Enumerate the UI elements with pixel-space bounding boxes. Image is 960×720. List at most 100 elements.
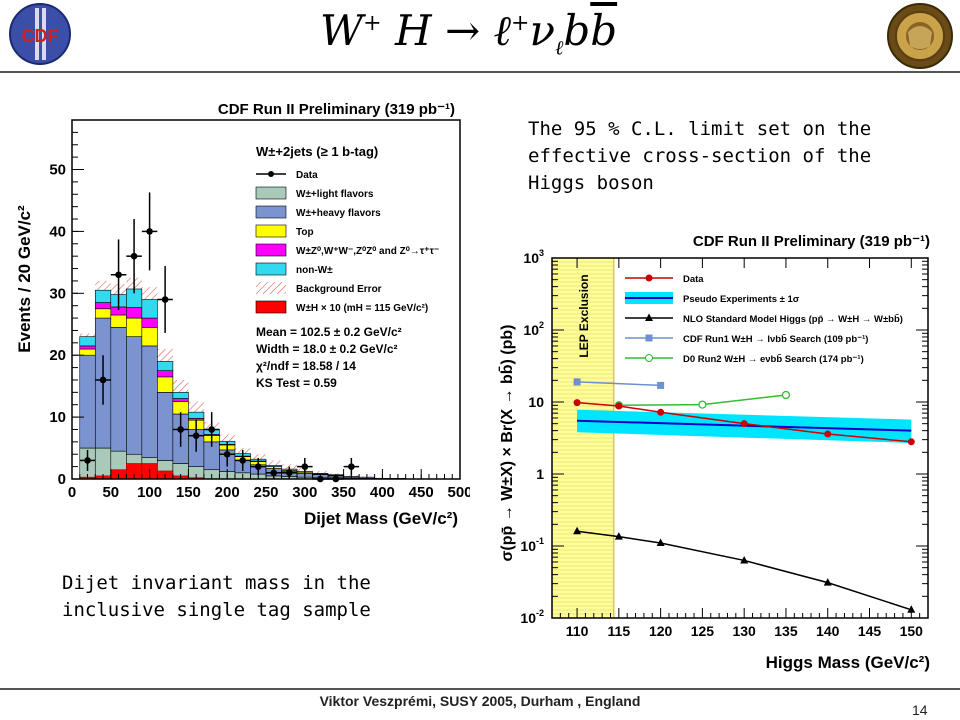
y-tick-exp: -1	[536, 536, 544, 546]
data-limit-marker	[573, 399, 581, 407]
limit-y-label: σ(pp̄ → W±X) × Br(X → bb̄) (pb)	[497, 324, 516, 561]
stat-line: χ²/ndf = 18.58 / 14	[256, 359, 356, 373]
legend-label-light: W±+light flavors	[296, 189, 374, 200]
diboson-bin	[157, 370, 174, 378]
data-point	[254, 463, 262, 470]
page-number: 14	[912, 702, 928, 718]
x-tick-label: 0	[68, 484, 76, 501]
x-tick-label: 110	[566, 623, 589, 639]
diboson-bin	[141, 317, 158, 328]
legend-swatch-heavy	[255, 205, 287, 219]
svg-text:CDF: CDF	[22, 26, 59, 46]
nonw-bin	[188, 411, 205, 419]
histogram-axes: 0 50 100 150 200 250 300 350 400 450 500 0 10 20 30 40 5…	[49, 119, 470, 501]
legend-swatch-light	[255, 186, 287, 200]
legend-marker-sm	[645, 313, 653, 321]
nonw-bin	[94, 289, 112, 303]
cross-section-limit-plot: LEP Exclusion 110 115 120 125 130 135 140 145 15…	[497, 233, 930, 672]
top-bin	[126, 317, 143, 337]
top-bin	[110, 314, 127, 328]
data-point	[177, 426, 184, 433]
y-tick-label: 0	[58, 471, 66, 488]
legend-data-marker	[268, 171, 274, 177]
lep-exclusion-region: LEP Exclusion	[551, 257, 615, 619]
legend-header: W±+2jets (≥ 1 b-tag)	[256, 144, 378, 159]
y-tick-exp: 2	[539, 320, 544, 330]
x-tick-label: 100	[137, 484, 162, 501]
diboson-bin	[94, 302, 112, 310]
histogram-y-label: Events / 20 GeV/c²	[15, 205, 34, 353]
legend-label-signal: W±H × 10 (mH = 115 GeV/c²)	[296, 303, 428, 314]
x-tick-label: 300	[292, 484, 317, 501]
legend-label-data: Data	[296, 170, 318, 181]
x-tick-label: 50	[102, 484, 119, 501]
x-tick-label: 200	[215, 484, 240, 501]
stat-line: Mean = 102.5 ± 0.2 GeV/c²	[256, 325, 402, 339]
histogram-legend: W±+2jets (≥ 1 b-tag) Data W±+light flavors…	[255, 144, 439, 314]
y-tick-label: 103	[523, 248, 544, 266]
lep-label: LEP Exclusion	[577, 274, 591, 357]
y-tick-label: 102	[523, 320, 544, 338]
run1-line	[577, 381, 661, 387]
data-point	[223, 450, 231, 458]
legend-marker-d0	[645, 354, 653, 362]
nonw-bin	[312, 473, 329, 475]
histogram-x-label: Dijet Mass (GeV/c²)	[304, 509, 458, 528]
heavy-bin	[126, 336, 143, 455]
data-point	[99, 376, 107, 384]
top-bin	[79, 348, 96, 356]
heavy-bin	[141, 345, 158, 458]
top-bin	[94, 308, 112, 319]
limit-legend: Data Pseudo Experiments ± 1σ NLO Standard …	[625, 274, 903, 365]
x-tick-label: 250	[253, 484, 278, 501]
legend-label-d0: D0 Run2 W±H → eνbb̄ Search (174 pb⁻¹)	[683, 354, 864, 365]
run1-marker	[657, 381, 665, 389]
x-tick-label: 120	[649, 623, 673, 639]
data-limit-marker	[907, 438, 915, 446]
d0-marker	[781, 390, 791, 400]
nonw-bin	[79, 336, 96, 347]
diboson-bin	[79, 345, 96, 350]
legend-marker-data	[645, 274, 653, 282]
nonw-bin	[141, 299, 158, 319]
legend-label-data: Data	[683, 274, 704, 285]
legend-label-nonw: non-W±	[296, 265, 333, 276]
data-point	[84, 457, 91, 464]
data-limit-line	[577, 401, 912, 443]
data-point	[130, 252, 138, 260]
dijet-mass-histogram: 0 50 100 150 200 250 300 350 400 450 500 0 10 20 30 40 5…	[15, 101, 470, 528]
x-tick-label: 115	[608, 623, 631, 639]
y-tick-label: 1	[536, 466, 544, 482]
data-point	[239, 457, 247, 464]
data-points	[79, 192, 360, 483]
nonw-bin	[265, 465, 282, 467]
legend-swatch-error	[256, 282, 286, 294]
data-point	[301, 463, 309, 470]
data-point	[161, 296, 169, 303]
y-tick-label: 10	[528, 394, 544, 410]
x-tick-label: 135	[774, 623, 798, 639]
stat-line: KS Test = 0.59	[256, 376, 337, 390]
top-bin	[141, 327, 158, 347]
y-tick-label: 30	[49, 285, 66, 302]
sm-marker	[573, 526, 582, 535]
heavy-bin	[157, 392, 174, 461]
x-tick-label: 450	[409, 484, 434, 501]
heavy-bin	[79, 354, 96, 449]
data-point	[192, 432, 200, 439]
caption-dijet: Dijet invariant mass in the inclusive si…	[62, 572, 371, 621]
limit-title: CDF Run II Preliminary (319 pb⁻¹)	[693, 233, 930, 250]
legend-label-diboson: W±Z⁰,W⁺W⁻,Z⁰Z⁰ and Z⁰→τ⁺τ⁻	[296, 246, 439, 257]
legend-label-top: Top	[296, 227, 314, 238]
nonw-bin	[172, 392, 189, 399]
x-tick-label: 500	[447, 484, 470, 501]
sm-marker	[740, 555, 749, 564]
cdf-logo: CDF	[9, 3, 71, 65]
sm-line	[576, 530, 912, 611]
histogram-title: CDF Run II Preliminary (319 pb⁻¹)	[218, 101, 455, 118]
data-limit-marker	[657, 408, 665, 416]
sm-marker	[656, 538, 665, 547]
data-limit-marker	[740, 420, 748, 428]
y-tick-label: 20	[49, 347, 66, 364]
y-tick-label: 50	[49, 162, 66, 179]
